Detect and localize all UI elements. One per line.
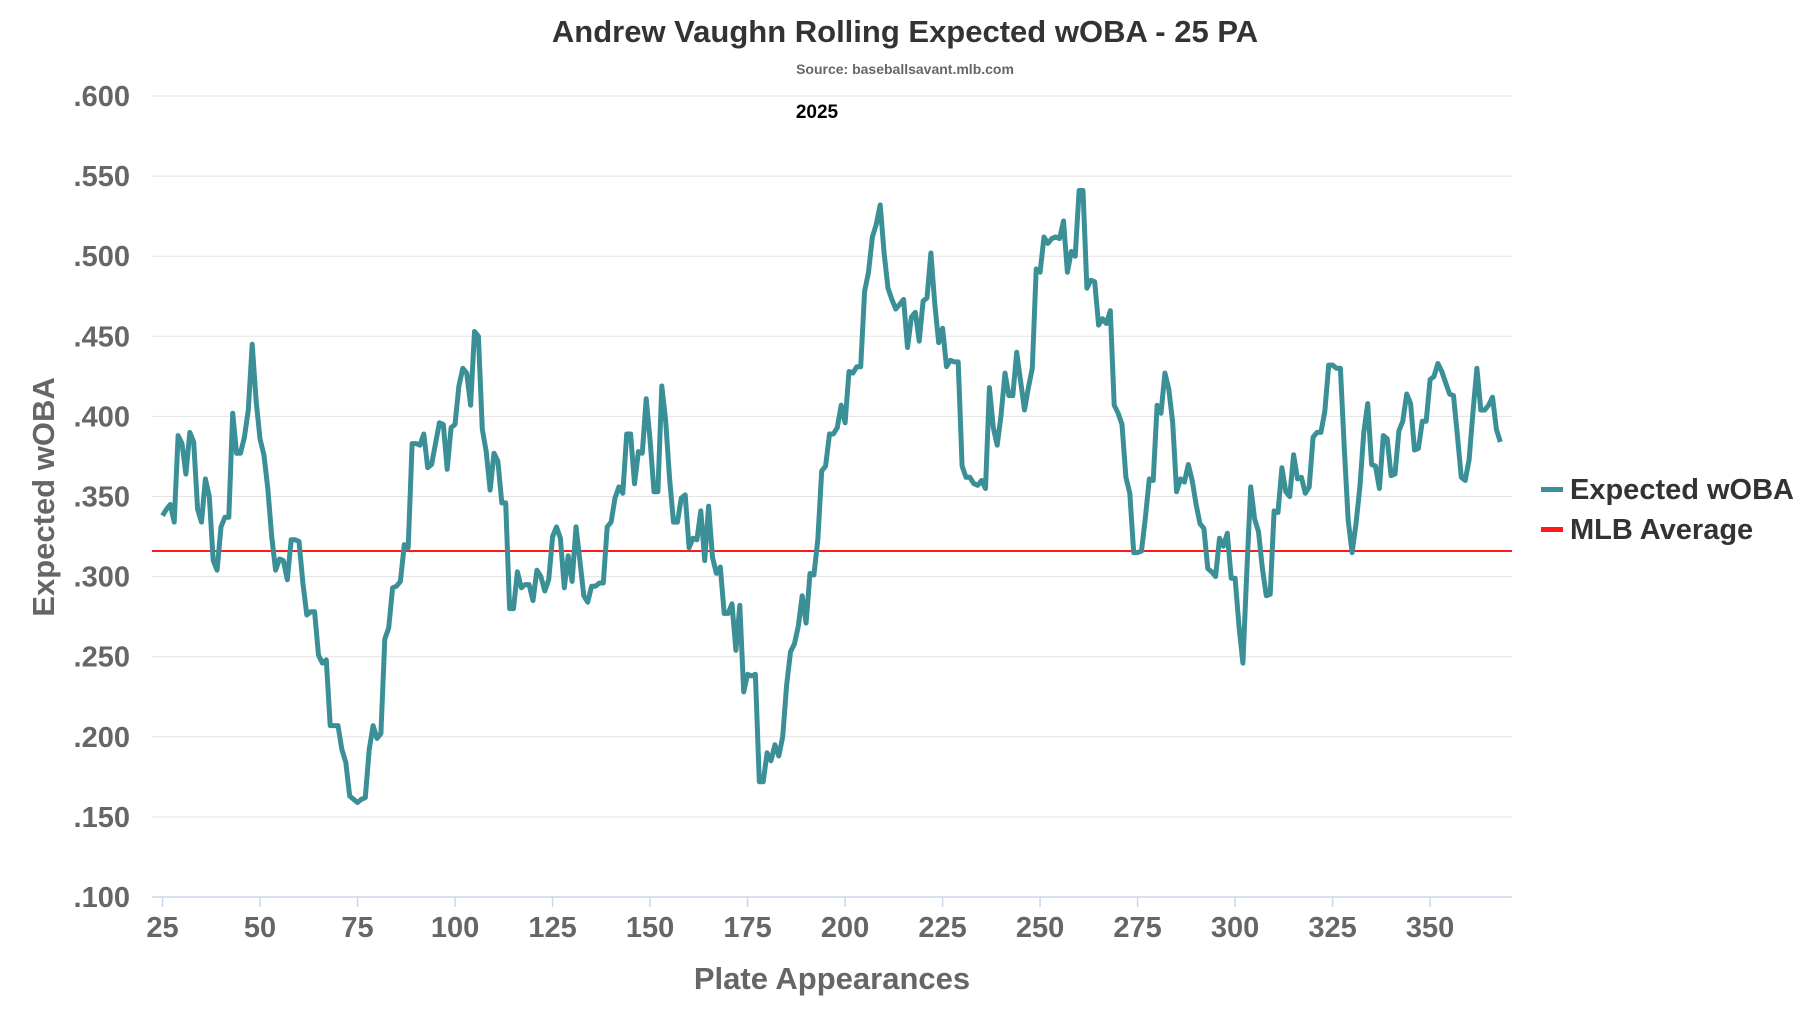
x-tick-label: 200 (821, 912, 869, 944)
y-tick-label: .500 (74, 241, 130, 273)
legend-swatch-mlb-average (1541, 527, 1563, 532)
x-tick-label: 225 (918, 912, 966, 944)
y-tick-label: .250 (74, 642, 130, 674)
y-tick-label: .150 (74, 802, 130, 834)
chart-subtitle: Source: baseballsavant.mlb.com (796, 61, 1014, 77)
x-tick-label: 300 (1211, 912, 1259, 944)
x-axis-label: Plate Appearances (694, 961, 970, 996)
y-axis-ticks: .100 .150 .200 .250 .300 .350 .400 .450 .500 .550… (74, 81, 130, 914)
y-tick-label: .600 (74, 81, 130, 113)
x-tick-label: 125 (528, 912, 576, 944)
gridlines (152, 95, 1512, 818)
legend-label-mlb-average[interactable]: MLB Average (1570, 514, 1753, 546)
y-tick-label: .300 (74, 562, 130, 594)
x-tick-label: 100 (431, 912, 479, 944)
x-tick-label: 350 (1406, 912, 1454, 944)
expected-woba-line (160, 188, 1503, 805)
x-tick-label: 75 (341, 912, 373, 944)
x-tick-label: 175 (723, 912, 771, 944)
y-tick-label: .350 (74, 482, 130, 514)
chart-title: Andrew Vaughn Rolling Expected wOBA - 25… (552, 14, 1258, 49)
season-annotation: 2025 (796, 102, 839, 123)
x-tick-label: 25 (146, 912, 178, 944)
y-tick-label: .100 (74, 882, 130, 914)
legend-label-expected-woba[interactable]: Expected wOBA (1570, 474, 1794, 506)
x-axis-ticks: 25 50 75 100 125 150 175 200 225 250 275 300 325 350 (146, 897, 1454, 944)
x-tick-label: 275 (1113, 912, 1161, 944)
y-tick-label: .400 (74, 401, 130, 433)
y-tick-label: .450 (74, 321, 130, 353)
y-tick-label: .200 (74, 722, 130, 754)
y-axis-label: Expected wOBA (26, 377, 61, 616)
legend-swatch-expected-woba (1541, 487, 1563, 492)
x-tick-label: 325 (1308, 912, 1356, 944)
x-tick-label: 50 (244, 912, 276, 944)
legend[interactable]: Expected wOBA MLB Average (1541, 474, 1794, 546)
y-tick-label: .550 (74, 161, 130, 193)
x-tick-label: 150 (626, 912, 674, 944)
x-tick-label: 250 (1016, 912, 1064, 944)
